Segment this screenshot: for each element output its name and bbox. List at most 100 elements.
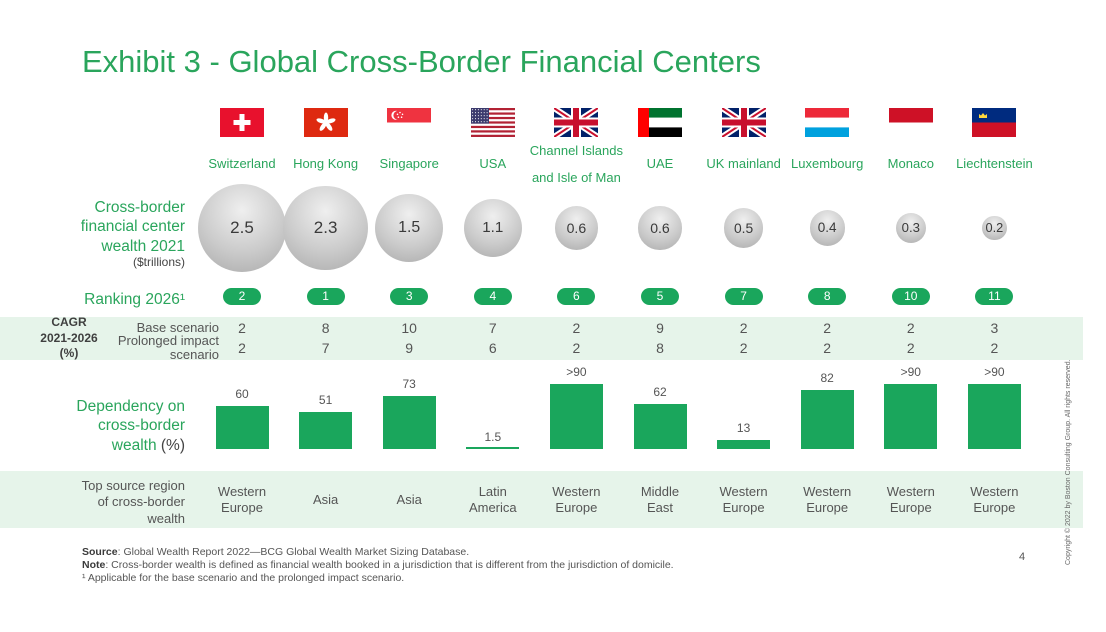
dependency-label: >90 — [900, 365, 921, 379]
dependency-bar — [884, 384, 938, 449]
flag-usa-icon — [470, 108, 515, 137]
cagr-value: 9 — [656, 320, 664, 336]
dependency-label: 73 — [402, 377, 416, 392]
dependency-label: 51 — [318, 393, 333, 408]
country-label-line: UAE — [646, 156, 674, 172]
cagr-value: 2 — [823, 340, 832, 356]
wealth-label-line: Cross-border — [94, 199, 185, 216]
region-label-line: Western — [552, 484, 601, 499]
source-label: Source — [82, 546, 118, 558]
country-label-line: Liechtenstein — [956, 156, 1033, 172]
region-label: Latin America — [448, 484, 538, 517]
region-label-line: Middle — [640, 484, 680, 499]
cagr-value: 8 — [321, 320, 330, 336]
page-title: Exhibit 3 - Global Cross-Border Financia… — [82, 44, 761, 79]
country-label: Luxembourg — [775, 150, 879, 178]
dependency-label: 82 — [820, 370, 834, 385]
region-label-line: Western — [970, 484, 1019, 499]
cagr-label-line: CAGR — [51, 315, 87, 329]
dependency-bar — [800, 389, 854, 449]
wealth-bubble: 2.5 — [198, 184, 286, 272]
country-label-line: USA — [479, 156, 507, 172]
cagr-label-line: 2021-2026 — [40, 330, 98, 345]
region-label-line: Europe — [555, 500, 598, 516]
ranking-pill: 7 — [724, 288, 763, 305]
region-label-line: East — [646, 500, 673, 516]
dependency-bar — [215, 405, 269, 449]
region-label-line: Western — [719, 484, 768, 499]
country-label: UK mainland — [692, 150, 796, 178]
wealth-bubble: 1.5 — [375, 193, 444, 263]
prolonged-label-line: Prolonged impact — [117, 333, 219, 348]
wealth-bubble: 0.6 — [554, 206, 598, 250]
region-label: Western Europe — [699, 484, 789, 517]
wealth-label-line: wealth 2021 — [101, 237, 185, 255]
source-text: : Global Wealth Report 2022—BCG Global W… — [117, 546, 470, 558]
ranking-pill: 6 — [557, 288, 596, 305]
region-label: Western Europe — [531, 484, 621, 517]
dependency-bar — [549, 384, 603, 449]
region-band — [0, 471, 1083, 528]
region-label-line: Western — [803, 484, 852, 499]
region-label-line: Europe — [722, 500, 765, 516]
dependency-label: 60 — [235, 386, 249, 401]
dependency-label-line: wealth — [111, 436, 157, 454]
region-label: Western Europe — [782, 484, 872, 517]
dependency-bar — [967, 384, 1021, 449]
dependency-bar — [299, 412, 353, 449]
region-label: Asia — [281, 492, 371, 508]
cagr-value: 2 — [572, 320, 581, 336]
dependency-bar — [633, 404, 687, 449]
ranking-pill: 1 — [306, 288, 345, 305]
country-label-line: Singapore — [379, 156, 439, 172]
cagr-value: 2 — [823, 320, 832, 336]
ranking-pill: 8 — [808, 288, 847, 305]
country-label: Monaco — [859, 150, 963, 178]
copyright-notice: Copyright © 2022 by Boston Consulting Gr… — [1065, 359, 1072, 565]
country-label: UAE — [608, 150, 712, 178]
dependency-label: >90 — [984, 365, 1005, 379]
wealth-bubble: 0.4 — [809, 210, 845, 246]
cagr-value: 10 — [401, 320, 417, 336]
dependency-unit-label: (%) — [160, 436, 185, 454]
cagr-value: 7 — [321, 340, 330, 356]
country-label: Switzerland — [190, 150, 294, 178]
cagr-band — [0, 317, 1083, 360]
cagr-value: 9 — [405, 340, 414, 356]
region-label: Middle East — [615, 484, 705, 517]
dependency-label: 1.5 — [484, 430, 502, 444]
country-label: Liechtenstein — [942, 150, 1046, 178]
region-label: Western Europe — [949, 484, 1039, 517]
region-label-line: Europe — [806, 500, 849, 516]
dependency-label: 62 — [653, 385, 667, 400]
region-label-line: Asia — [312, 492, 339, 507]
cagr-value: 2 — [238, 340, 246, 356]
cagr-value: 3 — [990, 320, 999, 336]
cagr-value: 2 — [906, 340, 915, 356]
region-label-line: Latin — [478, 484, 507, 499]
dependency-row-label: Dependency on cross-border wealth (%) — [76, 397, 185, 455]
flag-switzerland-icon — [220, 108, 264, 137]
country-label-line: Switzerland — [208, 156, 276, 172]
ranking-pill: 3 — [390, 288, 429, 305]
cagr-value: 2 — [739, 320, 748, 336]
cagr-row-label: CAGR 2021-2026 (%) — [28, 315, 110, 362]
region-label-line: Asia — [396, 492, 422, 507]
base-scenario-label: Base scenario — [136, 320, 219, 335]
cagr-value: 2 — [906, 320, 915, 336]
flag-liechtenstein-icon — [972, 108, 1017, 137]
flag-luxembourg-icon — [805, 108, 850, 137]
dependency-label-line: cross-border — [98, 417, 185, 435]
dependency-bar — [382, 396, 436, 449]
footnote: ¹ Applicable for the base scenario and t… — [82, 571, 405, 584]
wealth-bubble: 2.3 — [283, 185, 368, 271]
region-label: Western Europe — [197, 484, 287, 517]
prolonged-scenario-label: Prolonged impact scenario — [118, 334, 219, 361]
country-label-line: UK mainland — [706, 156, 781, 172]
note-label: Note — [82, 558, 106, 571]
wealth-bubble: 1.1 — [463, 198, 522, 258]
country-label: Singapore — [357, 150, 461, 178]
region-label-line: wealth — [147, 510, 185, 526]
country-label: USA — [441, 150, 545, 178]
cagr-value: 2 — [572, 340, 581, 356]
